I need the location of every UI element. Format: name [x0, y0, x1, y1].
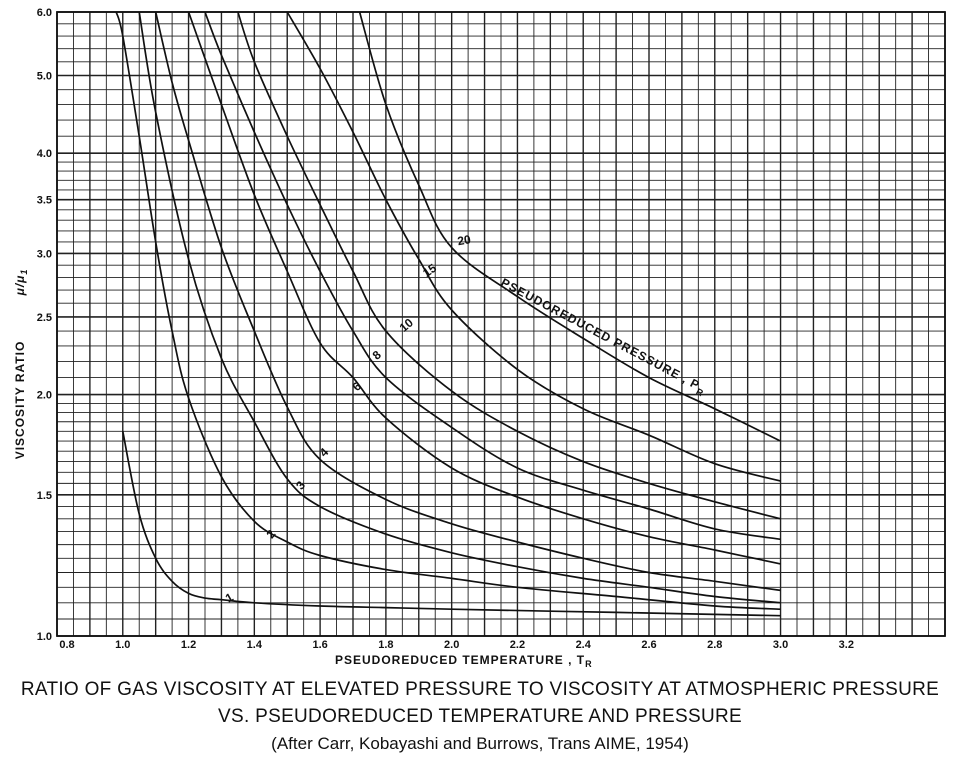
y-axis-title: VISCOSITY RATIO μ/μ1 — [13, 269, 29, 460]
curve-label-3: 3 — [293, 478, 308, 492]
x-tick-label: 2.8 — [707, 639, 722, 651]
y-tick-labels: 1.0 1.5 2.0 2.5 3.0 3.5 4.0 5.0 6.0 — [37, 7, 52, 643]
curve-pr-2 — [115, 11, 781, 611]
curve-pr-10 — [237, 11, 781, 520]
curve-pr-8 — [204, 11, 781, 541]
chart-title: RATIO OF GAS VISCOSITY AT ELEVATED PRESS… — [20, 679, 940, 700]
curve-pr-3 — [138, 11, 781, 604]
x-axis-title: PSEUDOREDUCED TEMPERATURE , TR — [335, 653, 593, 669]
y-tick-label: 4.0 — [37, 148, 52, 160]
x-tick-label: 0.8 — [59, 639, 74, 651]
x-tick-label: 1.4 — [247, 639, 263, 651]
pressure-annotation: PSEUDOREDUCED PRESSURE , PR — [497, 275, 709, 398]
y-tick-label: 3.0 — [37, 248, 52, 260]
viscosity-ratio-chart: 0.8 1.0 1.2 1.4 1.6 1.8 2.0 2.2 2.4 2.6 2.8 3.0 3.2 … — [13, 7, 946, 669]
curve-label-20: 20 — [456, 232, 472, 248]
y-tick-label: 2.0 — [37, 390, 52, 402]
x-tick-labels: 0.8 1.0 1.2 1.4 1.6 1.8 2.0 2.2 2.4 2.6 2.8 3.0 3.2 — [59, 639, 854, 651]
grid-lines — [56, 11, 946, 637]
curve-pr-20 — [358, 11, 781, 442]
x-tick-label: 2.4 — [576, 639, 592, 651]
x-tick-label: 2.0 — [444, 639, 459, 651]
x-tick-label: 2.2 — [510, 639, 525, 651]
x-tick-label: 2.6 — [641, 639, 656, 651]
svg-text:PSEUDOREDUCED PRESSURE , PR: PSEUDOREDUCED PRESSURE , PR — [497, 275, 709, 398]
y-tick-label: 1.0 — [37, 631, 52, 643]
x-tick-label: 3.2 — [839, 639, 854, 651]
y-tick-label: 2.5 — [37, 312, 52, 324]
curve-label-10: 10 — [397, 315, 416, 335]
curve-pr-4 — [154, 11, 781, 592]
svg-text:μ/μ1: μ/μ1 — [13, 269, 29, 297]
curve-pr-1 — [121, 431, 781, 617]
chart-subtitle: VS. PSEUDOREDUCED TEMPERATURE AND PRESSU… — [218, 706, 742, 727]
x-tick-label: 1.0 — [115, 639, 130, 651]
x-tick-label: 3.0 — [773, 639, 788, 651]
plot-border — [56, 11, 946, 637]
y-tick-label: 3.5 — [37, 195, 52, 207]
y-tick-label: 1.5 — [37, 490, 52, 502]
curve-pr-15 — [286, 11, 781, 482]
x-tick-label: 1.8 — [378, 639, 393, 651]
pressure-curves — [115, 11, 781, 617]
x-tick-label: 1.2 — [181, 639, 196, 651]
y-tick-label: 5.0 — [37, 70, 52, 82]
curve-pr-6 — [187, 11, 781, 565]
y-tick-label: 6.0 — [37, 7, 52, 19]
chart-source: (After Carr, Kobayashi and Burrows, Tran… — [271, 734, 689, 753]
svg-text:VISCOSITY RATIO: VISCOSITY RATIO — [13, 341, 27, 460]
plot-frame — [56, 11, 946, 637]
x-tick-label: 1.6 — [312, 639, 327, 651]
